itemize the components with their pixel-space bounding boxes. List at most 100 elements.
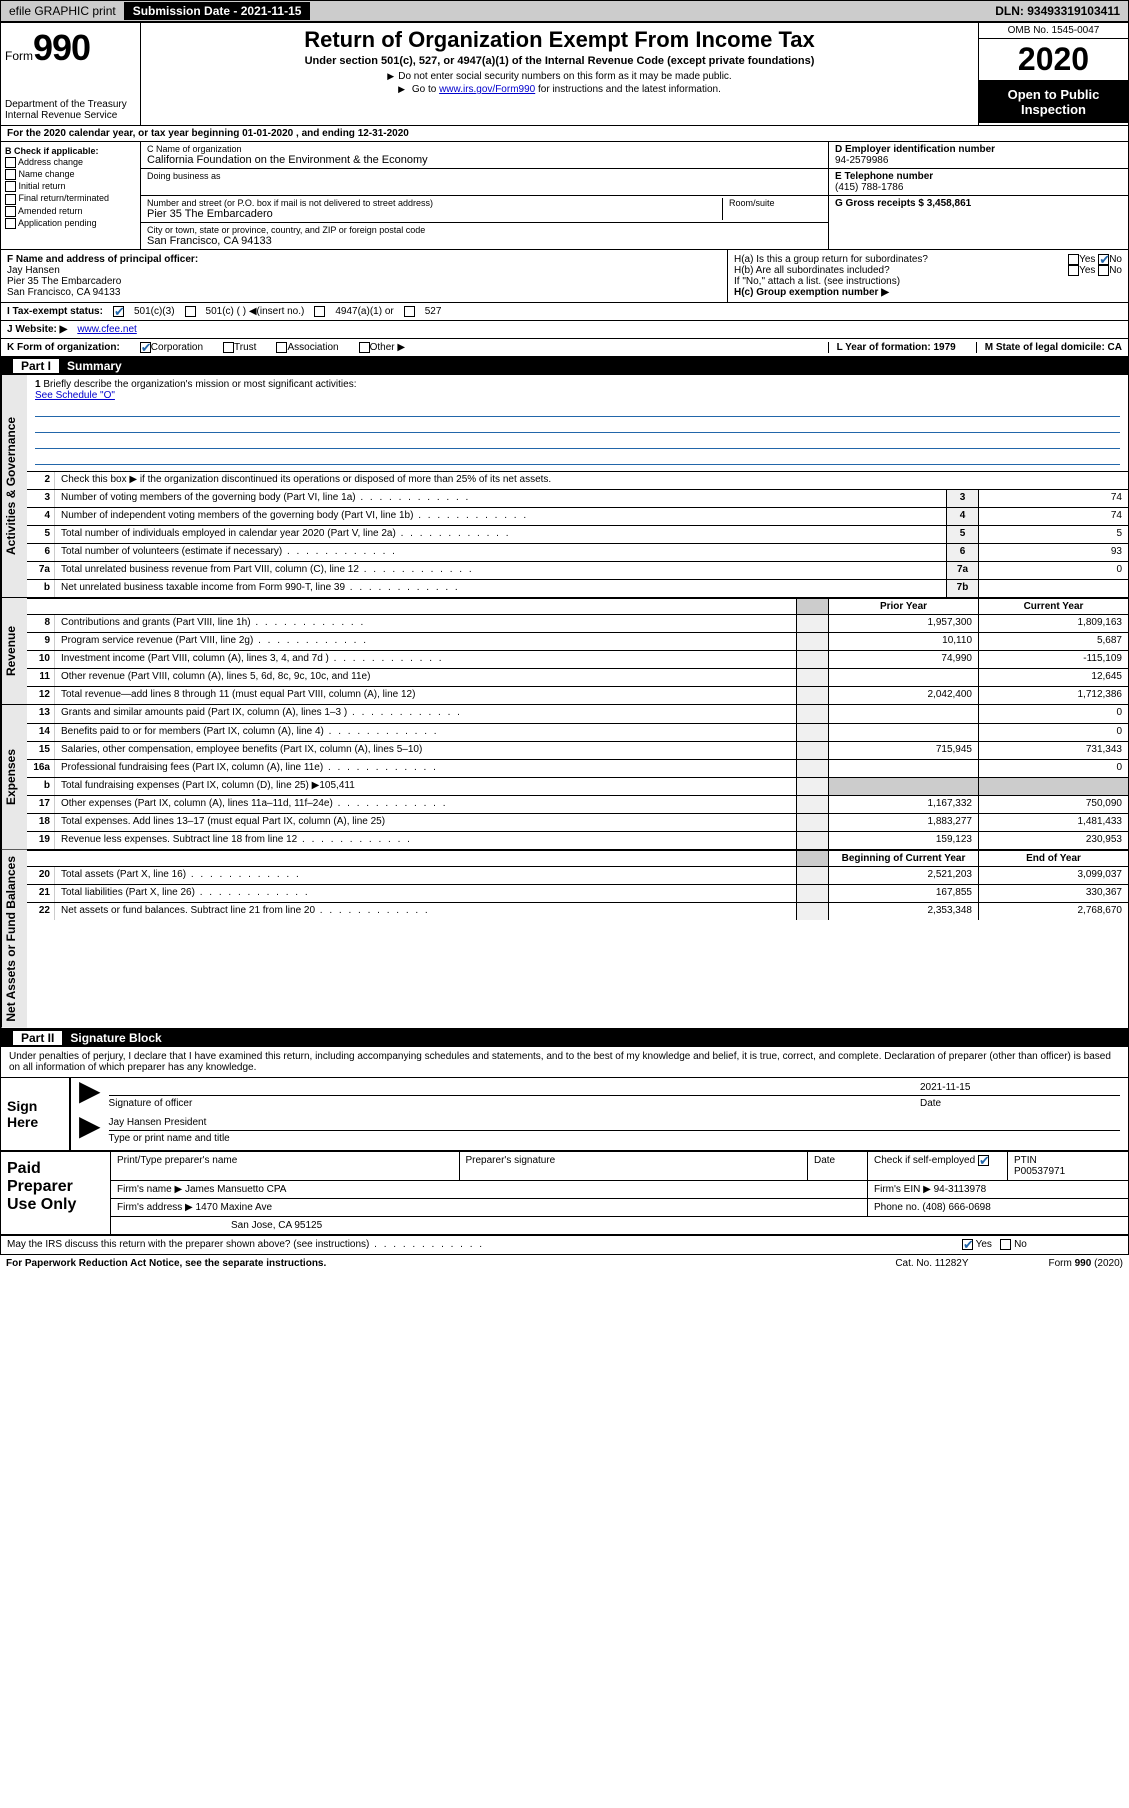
hb-no[interactable] — [1098, 265, 1109, 276]
line-15: Salaries, other compensation, employee b… — [55, 742, 796, 759]
j-label: J Website: ▶ — [7, 324, 67, 335]
line-12: Total revenue—add lines 8 through 11 (mu… — [55, 687, 796, 704]
prep-self-employed: Check if self-employed — [868, 1152, 1008, 1180]
p9: 10,110 — [828, 633, 978, 650]
irs-link[interactable]: www.irs.gov/Form990 — [439, 84, 535, 95]
phone-value: (415) 788-1786 — [835, 182, 1122, 193]
p20: 2,521,203 — [828, 867, 978, 884]
form-ref: Form 990 (2020) — [1049, 1258, 1123, 1269]
ha-label: H(a) Is this a group return for subordin… — [734, 254, 1068, 265]
firm-addr-label: Firm's address ▶ — [117, 1202, 193, 1213]
c18: 1,481,433 — [978, 814, 1128, 831]
section-d-e-g: D Employer identification number 94-2579… — [828, 142, 1128, 249]
form-word: Form — [5, 49, 33, 63]
section-expenses: Expenses 13Grants and similar amounts pa… — [1, 705, 1128, 850]
efile-label[interactable]: efile GRAPHIC print — [1, 2, 125, 20]
cb-initial-return[interactable]: Initial return — [5, 181, 136, 192]
website-link[interactable]: www.cfee.net — [77, 324, 136, 335]
c11: 12,645 — [978, 669, 1128, 686]
note-ssn: Do not enter social security numbers on … — [149, 71, 970, 82]
ha-no[interactable] — [1098, 254, 1109, 265]
line-9: Program service revenue (Part VIII, line… — [55, 633, 796, 650]
line-8: Contributions and grants (Part VIII, lin… — [55, 615, 796, 632]
i-label: I Tax-exempt status: — [7, 306, 103, 317]
v4: 74 — [978, 508, 1128, 525]
p14 — [828, 724, 978, 741]
cb-name-change[interactable]: Name change — [5, 169, 136, 180]
c10: -115,109 — [978, 651, 1128, 668]
form-container: Form 990 Department of the Treasury Inte… — [0, 22, 1129, 1255]
cb-corporation[interactable] — [140, 342, 151, 353]
line-2: Check this box ▶ if the organization dis… — [55, 472, 1128, 489]
cb-application-pending[interactable]: Application pending — [5, 218, 136, 229]
line-10: Investment income (Part VIII, column (A)… — [55, 651, 796, 668]
org-name: California Foundation on the Environment… — [147, 154, 822, 166]
c17: 750,090 — [978, 796, 1128, 813]
cb-self-employed[interactable] — [978, 1155, 989, 1166]
form-header: Form 990 Department of the Treasury Inte… — [1, 23, 1128, 126]
line-16a: Professional fundraising fees (Part IX, … — [55, 760, 796, 777]
c21: 330,367 — [978, 885, 1128, 902]
schedule-o-link[interactable]: See Schedule "O" — [35, 390, 115, 401]
discuss-no[interactable] — [1000, 1239, 1011, 1250]
v5: 5 — [978, 526, 1128, 543]
dba-label: Doing business as — [147, 171, 822, 181]
cb-501c[interactable] — [185, 306, 196, 317]
hb-yes[interactable] — [1068, 265, 1079, 276]
line-7a: Total unrelated business revenue from Pa… — [55, 562, 946, 579]
cb-amended-return[interactable]: Amended return — [5, 206, 136, 217]
p22: 2,353,348 — [828, 903, 978, 920]
f-label: F Name and address of principal officer: — [7, 254, 721, 265]
cb-other[interactable] — [359, 342, 370, 353]
p21: 167,855 — [828, 885, 978, 902]
side-governance: Activities & Governance — [1, 375, 27, 597]
part-i-title: Summary — [67, 359, 122, 373]
prior-year-hdr: Prior Year — [828, 599, 978, 614]
cb-4947[interactable] — [314, 306, 325, 317]
c20: 3,099,037 — [978, 867, 1128, 884]
block-b-c-d: B Check if applicable: Address change Na… — [1, 142, 1128, 250]
c-name-label: C Name of organization — [147, 144, 822, 154]
hc-label: H(c) Group exemption number ▶ — [734, 287, 1122, 298]
cb-527[interactable] — [404, 306, 415, 317]
signature-arrow-icon: ▶ — [79, 1082, 101, 1109]
cb-final-return[interactable]: Final return/terminated — [5, 193, 136, 204]
type-name-label: Type or print name and title — [109, 1133, 1120, 1144]
prep-name-label: Print/Type preparer's name — [111, 1152, 460, 1180]
firm-addr2: San Jose, CA 95125 — [111, 1217, 1128, 1234]
sign-here-block: Sign Here ▶ 2021-11-15 Signature of offi… — [1, 1078, 1128, 1152]
k-label: K Form of organization: — [7, 342, 120, 353]
side-net-assets: Net Assets or Fund Balances — [1, 850, 27, 1028]
firm-ein: Firm's EIN ▶ 94-3113978 — [868, 1181, 1128, 1198]
officer-printed: Jay Hansen President — [109, 1117, 1120, 1128]
c22: 2,768,670 — [978, 903, 1128, 920]
c19: 230,953 — [978, 832, 1128, 849]
row-a-tax-year: For the 2020 calendar year, or tax year … — [1, 126, 1128, 142]
boy-hdr: Beginning of Current Year — [828, 851, 978, 866]
p19: 159,123 — [828, 832, 978, 849]
hb-note: If "No," attach a list. (see instruction… — [734, 276, 1122, 287]
ptin-label: PTIN — [1014, 1155, 1037, 1166]
discuss-question: May the IRS discuss this return with the… — [7, 1239, 962, 1251]
room-label: Room/suite — [729, 198, 822, 208]
date-label: Date — [920, 1098, 1120, 1109]
line-20: Total assets (Part X, line 16) — [55, 867, 796, 884]
discuss-yes[interactable] — [962, 1239, 973, 1250]
hb-label: H(b) Are all subordinates included? — [734, 265, 1068, 276]
cb-trust[interactable] — [223, 342, 234, 353]
tax-year: 2020 — [979, 39, 1128, 81]
public-inspection: Open to PublicInspection — [979, 81, 1128, 123]
section-net-assets: Net Assets or Fund Balances Beginning of… — [1, 850, 1128, 1029]
p16a — [828, 760, 978, 777]
c14: 0 — [978, 724, 1128, 741]
cb-501c3[interactable] — [113, 306, 124, 317]
firm-name-label: Firm's name ▶ — [117, 1184, 182, 1195]
note-goto: Go to www.irs.gov/Form990 for instructio… — [149, 84, 970, 95]
ha-yes[interactable] — [1068, 254, 1079, 265]
cb-address-change[interactable]: Address change — [5, 157, 136, 168]
signature-declaration: Under penalties of perjury, I declare th… — [1, 1047, 1128, 1078]
ptin-value: P00537971 — [1014, 1166, 1065, 1177]
cb-association[interactable] — [276, 342, 287, 353]
line-5: Total number of individuals employed in … — [55, 526, 946, 543]
section-b: B Check if applicable: Address change Na… — [1, 142, 141, 249]
